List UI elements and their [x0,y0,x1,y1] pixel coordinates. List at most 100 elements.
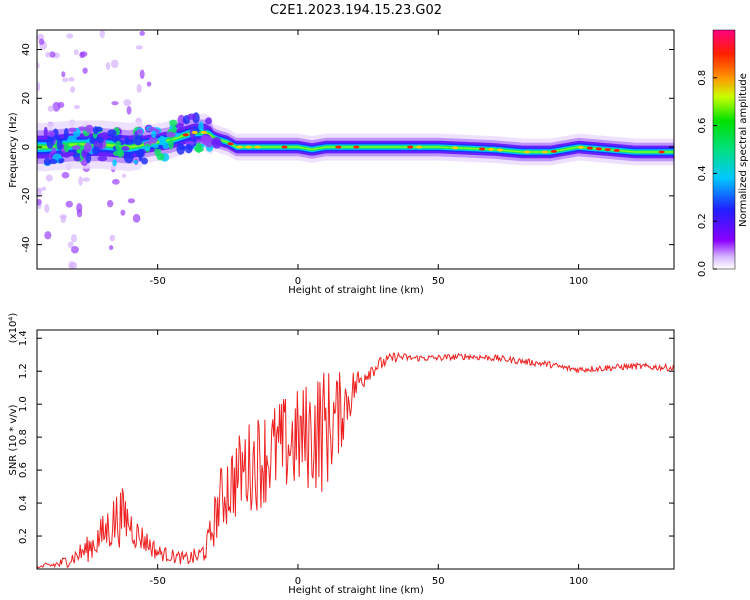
spectrogram-blob [152,143,159,149]
spectrogram-noise-blob [136,83,142,93]
spectrogram-blob [56,139,63,151]
spectrogram-xlabel: Height of straight line (km) [288,285,424,296]
spectrogram-xtick-label: 0 [295,276,301,287]
snr-xtick-label: 50 [432,576,445,587]
snr-ytick-label: 0.4 [18,495,29,511]
spectrogram-peak [497,148,504,152]
spectrogram-noise-blob [41,186,47,191]
spectrogram-blob [43,157,52,166]
colorbar-tick-label: 0.8 [697,70,708,86]
snr-xtick-label: -50 [149,576,165,587]
spectrogram-noise-blob [44,231,52,240]
spectrogram-blob [121,146,130,151]
spectrogram-blob [92,146,100,156]
spectrogram-noise-blob [37,198,42,206]
spectrogram-noise-blob [82,67,88,74]
spectrogram-blob [48,158,58,165]
spectrogram-blob [125,140,135,145]
snr-xtick-label: 0 [295,576,301,587]
spectrogram-blob [143,146,151,151]
snr-frame [36,329,675,570]
spectrogram-blob [97,155,108,162]
spectrogram-peak [416,145,423,149]
spectrogram-blob [63,128,69,140]
spectrogram-noise-blob [61,71,66,78]
spectrogram-peak [595,147,602,151]
spectrogram-peak [353,145,360,149]
spectrogram-noise-blob [37,188,42,198]
spectrogram-noise-blob [79,51,88,57]
spectrogram-noise-blob [62,77,69,83]
spectrogram-noise-blob [67,241,74,249]
spectrogram-noise-blob [112,178,120,185]
spectrogram-noise-blob [71,245,79,254]
spectrogram-blob [194,146,204,153]
spectrogram-noise-blob [37,62,40,69]
spectrogram-peak [254,145,261,149]
spectrogram-blob [46,137,54,149]
spectrogram-image [37,30,674,269]
spectrogram-noise-blob [38,38,45,45]
spectrogram-noise-blob [109,234,116,242]
spectrogram-peak [586,146,593,150]
spectrogram-peak [541,150,548,154]
snr-ytick-label: 0.2 [18,528,29,544]
spectrogram-noise-blob [139,69,145,79]
spectrogram-blob [187,113,197,120]
spectrogram-ytick-label: -40 [21,236,32,252]
spectrogram-noise-blob [108,245,114,251]
spectrogram-blob [168,139,174,150]
spectrogram-noise-blob [146,81,152,87]
spectrogram-noise-blob [74,104,80,110]
spectrogram-noise-blob [139,30,145,36]
spectrogram-peak [245,145,252,149]
spectrogram-peak [604,148,611,152]
spectrogram-peak [227,142,234,146]
spectrogram-blob [176,143,185,155]
spectrogram-peak [452,146,459,150]
spectrogram-xtick-label: 100 [569,276,588,287]
spectrogram-blob [112,159,117,167]
spectrogram-noise-blob [132,213,141,223]
spectrogram-noise-blob [69,261,78,269]
spectrogram-noise-blob [110,59,119,69]
spectrogram-noise-blob [45,52,51,58]
snr-ytick-label: 0.8 [18,429,29,445]
spectrogram-noise-blob [68,77,75,82]
spectrogram-peak [488,147,495,151]
spectrogram-noise-blob [70,86,76,93]
figure-title: C2E1.2023.194.15.23.G02 [270,3,442,18]
spectrogram-blob [112,150,123,157]
spectrogram-noise-blob [122,173,127,178]
spectrogram-noise-blob [65,200,73,208]
spectrogram-blob [172,125,177,134]
spectrogram-blob [96,137,105,144]
spectrogram-peak [200,130,207,134]
colorbar-tick-label: 0.4 [697,165,708,181]
spectrogram-ytick-label: 0 [21,144,32,150]
spectrogram-noise-blob [49,51,56,58]
spectrogram-blob [156,152,165,161]
spectrogram-blob [138,151,143,162]
snr-ytick-label: 1.2 [18,363,29,379]
spectrogram-peak [479,147,486,151]
spectrogram-noise-blob [52,101,61,112]
spectrogram-blob [95,126,103,132]
snr-ytick-label: 1.0 [18,396,29,412]
colorbar-tick-label: 0.0 [697,261,708,277]
spectrogram-noise-blob [66,33,74,39]
spectrogram-blob [184,143,193,154]
spectrogram-noise-blob [82,177,91,182]
spectrogram-ytick-label: 40 [21,43,32,56]
spectrogram-blob [205,117,212,125]
spectrogram-blob [63,152,71,158]
snr-series-line [37,351,674,569]
spectrogram-blob [114,134,123,140]
spectrogram-blob [196,139,201,144]
snr-ylabel: SNR (10 * v/v) [8,404,19,475]
colorbar-tick-label: 0.2 [697,213,708,229]
spectrogram-noise-blob [70,234,77,243]
spectrogram-noise-blob [47,105,55,112]
